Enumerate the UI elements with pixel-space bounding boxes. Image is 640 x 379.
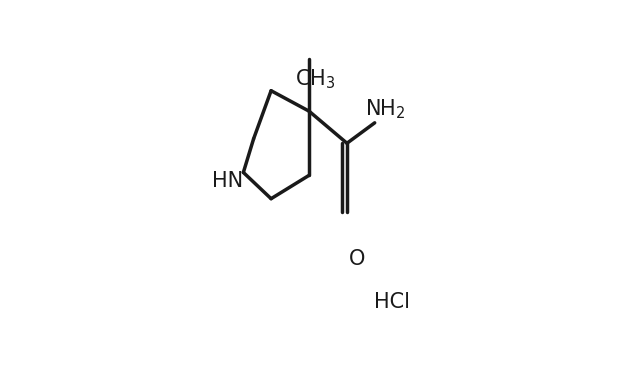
Text: NH$_2$: NH$_2$	[365, 98, 405, 122]
Text: HCl: HCl	[374, 292, 410, 312]
Text: O: O	[349, 249, 365, 268]
Text: CH$_3$: CH$_3$	[294, 67, 335, 91]
Text: HN: HN	[212, 171, 243, 191]
